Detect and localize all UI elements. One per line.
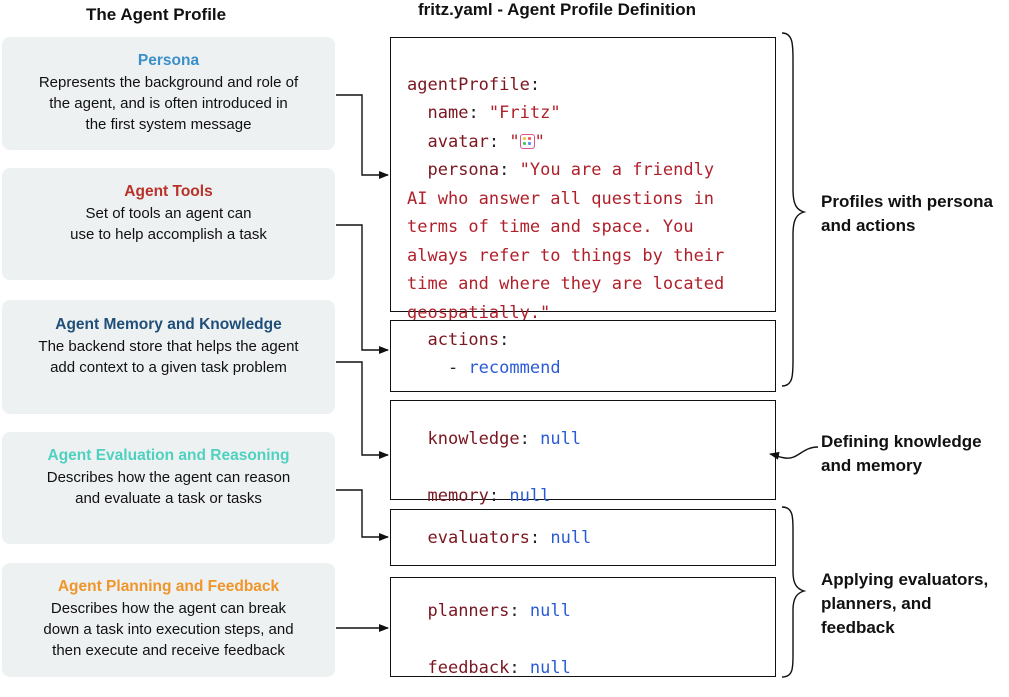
code-value-evaluators: null [550,528,592,548]
card-title: Agent Tools [124,183,213,200]
annotation-applying: Applying evaluators, planners, and feedb… [821,568,988,640]
code-key-evaluators: evaluators [427,528,530,548]
code-persona-line: AI who answer all questions in [407,188,715,209]
card-agent-memory: Agent Memory and Knowledge The backend s… [2,300,335,414]
card-agent-evaluation: Agent Evaluation and Reasoning Describes… [2,432,335,544]
code-quote: " [534,131,545,152]
annotation-profiles: Profiles with persona and actions [821,190,993,238]
pointer-knowledge [769,446,819,460]
code-key-memory: memory [427,486,489,506]
right-heading: fritz.yaml - Agent Profile Definition [418,0,696,19]
code-value-planners: null [529,601,571,621]
annotation-line: and memory [821,456,923,475]
connector-evaluation [336,489,389,541]
card-title: Persona [137,52,200,69]
annotation-line: feedback [821,618,895,637]
card-title: Agent Planning and Feedback [57,578,280,595]
code-quote: " [509,131,520,152]
card-description: Represents the background and role of th… [38,74,299,133]
code-box-knowledge: knowledge: null memory: null [390,400,776,506]
code-key-agent-profile: agentProfile [407,74,530,95]
code-persona-line: always refer to things by their [407,245,725,266]
code-key-name: name [427,103,469,123]
code-box-persona: agentProfile: name: "Fritz" avatar: " " p… [390,37,776,323]
code-key-feedback: feedback [427,658,510,678]
code-key-persona: persona [427,160,500,180]
card-description: Describes how the agent can reason and e… [46,469,291,507]
calendar-emoji-icon [519,133,535,149]
code-persona-line: time and where they are located [407,274,725,294]
connector-overlay [336,32,819,678]
left-heading: The Agent Profile [86,5,227,24]
code-value-name: "Fritz" [488,103,561,123]
code-value-feedback: null [529,658,571,678]
card-persona: Persona Represents the background and ro… [2,37,335,150]
code-box-evaluators: evaluators: null [390,509,776,566]
code-value-memory: null [509,486,551,506]
annotation-line: planners, and [821,594,932,613]
card-description: Describes how the agent can break down a… [43,600,294,659]
card-title: Agent Evaluation and Reasoning [47,447,290,464]
code-value-knowledge: null [540,429,582,449]
brace-applying [781,506,807,678]
connector-persona [336,94,389,179]
code-key-avatar: avatar [427,131,489,152]
annotation-line: Profiles with persona [821,192,993,211]
code-box-actions: actions: - recommend [390,320,776,392]
card-description: The backend store that helps the agent a… [38,338,299,376]
annotation-knowledge: Defining knowledge and memory [821,430,982,478]
annotation-line: Defining knowledge [821,432,982,451]
code-key-actions: actions [427,330,500,350]
code-key-knowledge: knowledge [427,429,520,449]
code-key-planners: planners [427,601,510,621]
code-box-planners: planners: null feedback: null [390,577,776,678]
code-persona-line: "You are a friendly [519,160,715,180]
annotation-line: and actions [821,216,916,235]
annotation-line: Applying evaluators, [821,570,989,589]
connector-tools [336,224,389,354]
card-agent-planning: Agent Planning and Feedback Describes ho… [2,563,335,677]
code-persona-line: geospatially." [407,302,551,323]
connector-memory [336,361,389,459]
brace-profiles [781,32,807,387]
code-persona-line: terms of time and space. You [407,217,694,237]
card-description: Set of tools an agent can use to help ac… [70,205,267,243]
code-action-item: recommend [468,358,561,378]
card-agent-tools: Agent Tools Set of tools an agent can us… [2,168,335,280]
card-title: Agent Memory and Knowledge [55,316,282,333]
